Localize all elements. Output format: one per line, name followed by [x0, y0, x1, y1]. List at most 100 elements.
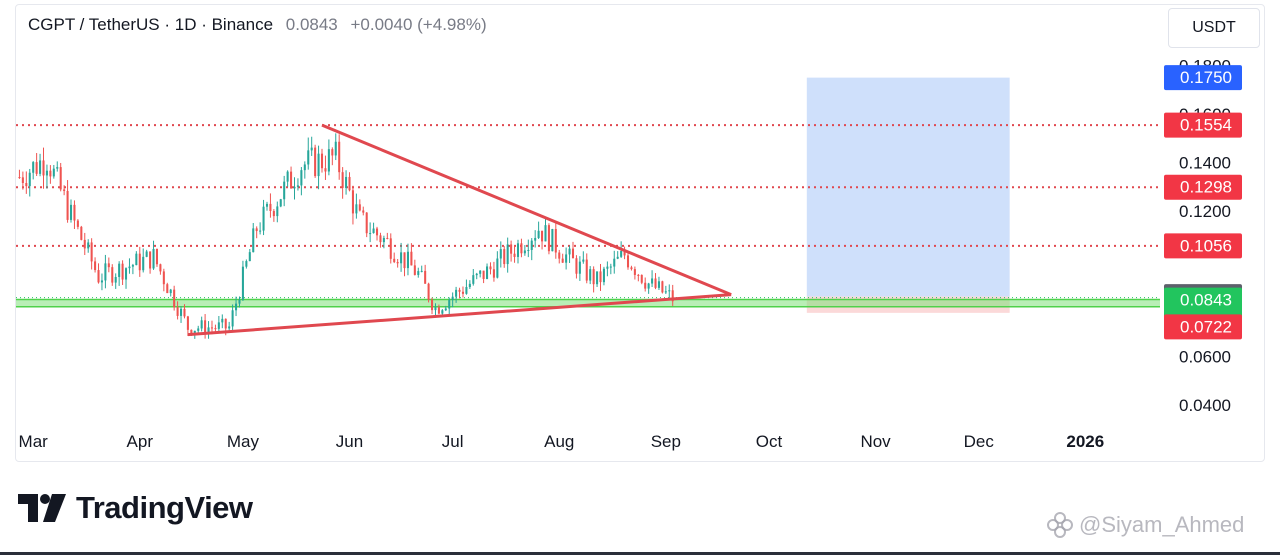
candle-body: [527, 249, 530, 251]
candle: [327, 139, 330, 176]
candle: [547, 223, 550, 255]
candle: [128, 258, 131, 274]
candle-body: [609, 266, 612, 268]
x-tick-label: Jul: [442, 432, 464, 451]
candle: [114, 273, 117, 289]
candle-body: [461, 291, 465, 294]
candle-body: [434, 307, 437, 311]
x-tick-label: Mar: [19, 432, 49, 451]
candle-body: [613, 258, 616, 267]
candle-body: [596, 271, 599, 285]
candle-body: [210, 327, 214, 329]
candle: [155, 248, 159, 267]
candle-body: [489, 266, 492, 270]
candle-body: [465, 287, 468, 294]
candle: [568, 245, 571, 263]
candle-body: [87, 242, 90, 249]
candle-body: [283, 181, 286, 200]
candle: [362, 206, 365, 216]
candle-body: [413, 265, 416, 275]
candle-body: [307, 150, 310, 165]
candle: [382, 235, 385, 249]
candle-body: [393, 258, 396, 263]
candle-body: [633, 269, 636, 275]
candle-body: [523, 250, 526, 254]
candle-body: [114, 277, 117, 283]
price-chart[interactable]: MarAprMayJunJulAugSepOctNovDec20260.1800…: [0, 0, 1280, 470]
price-badge-bg: [1164, 112, 1242, 138]
candle: [400, 242, 403, 272]
candle-body: [506, 244, 509, 265]
candle: [664, 285, 667, 295]
price-badge-0.1750: 0.1750: [1164, 65, 1242, 91]
currency-button[interactable]: USDT: [1168, 8, 1260, 48]
flower-icon: [1047, 512, 1073, 538]
candle-body: [455, 289, 458, 297]
candle-body: [654, 278, 657, 288]
candle-body: [355, 204, 358, 214]
candle-body: [348, 176, 351, 191]
x-tick-label: Sep: [651, 432, 681, 451]
candle-body: [32, 162, 35, 173]
candle: [375, 226, 379, 241]
tradingview-wordmark: TradingView: [76, 490, 253, 525]
candle-body: [324, 168, 327, 172]
candle: [87, 239, 90, 253]
candle-body: [578, 261, 581, 274]
candle-body: [200, 320, 203, 329]
candle-body: [547, 225, 550, 252]
chart-panel[interactable]: [15, 4, 1265, 462]
candle: [417, 267, 420, 278]
candle-body: [620, 250, 623, 257]
candle-body: [94, 261, 97, 271]
candle: [458, 287, 461, 299]
candle-body: [400, 252, 403, 264]
candle-body: [651, 278, 654, 284]
candle: [49, 165, 52, 184]
candle-body: [544, 225, 547, 242]
candle: [303, 161, 306, 179]
candle-body: [410, 251, 413, 266]
candle: [424, 264, 427, 284]
candle: [345, 170, 348, 195]
candle-body: [59, 167, 62, 190]
candle-body: [142, 256, 145, 271]
candle-body: [657, 281, 660, 288]
candle-body: [69, 204, 73, 220]
candle-body: [327, 149, 330, 172]
candle: [651, 270, 654, 288]
candle: [118, 261, 121, 286]
candle-body: [479, 270, 482, 274]
candle: [245, 259, 248, 269]
candle: [176, 301, 179, 320]
x-tick-label: Aug: [544, 432, 574, 451]
candle: [238, 296, 241, 308]
candle: [358, 199, 361, 212]
candle-body: [441, 310, 444, 314]
candle: [389, 233, 392, 264]
candle-body: [21, 177, 24, 184]
candle-body: [303, 164, 306, 171]
symbol-title[interactable]: CGPT / TetherUS · 1D · Binance: [28, 15, 274, 34]
candle: [630, 265, 633, 271]
candle-body: [183, 308, 186, 317]
candle-body: [602, 268, 605, 283]
candle: [293, 177, 296, 200]
candle-body: [290, 171, 293, 189]
price-badge-text: 0.1056: [1180, 236, 1232, 255]
candle: [596, 271, 599, 287]
candle-body: [224, 318, 227, 329]
candle-body: [537, 230, 540, 238]
tradingview-brand[interactable]: TradingView: [18, 490, 253, 526]
candle-body: [49, 170, 52, 177]
watermark: @Siyam_Ahmed: [1045, 510, 1244, 540]
candle-body: [599, 271, 602, 283]
candle: [455, 286, 458, 303]
candle: [393, 252, 396, 264]
candle-body: [396, 262, 399, 264]
candle: [66, 180, 69, 223]
candle: [73, 200, 76, 230]
candle-body: [235, 303, 238, 311]
candle-body: [111, 267, 114, 283]
candle-body: [424, 270, 427, 284]
